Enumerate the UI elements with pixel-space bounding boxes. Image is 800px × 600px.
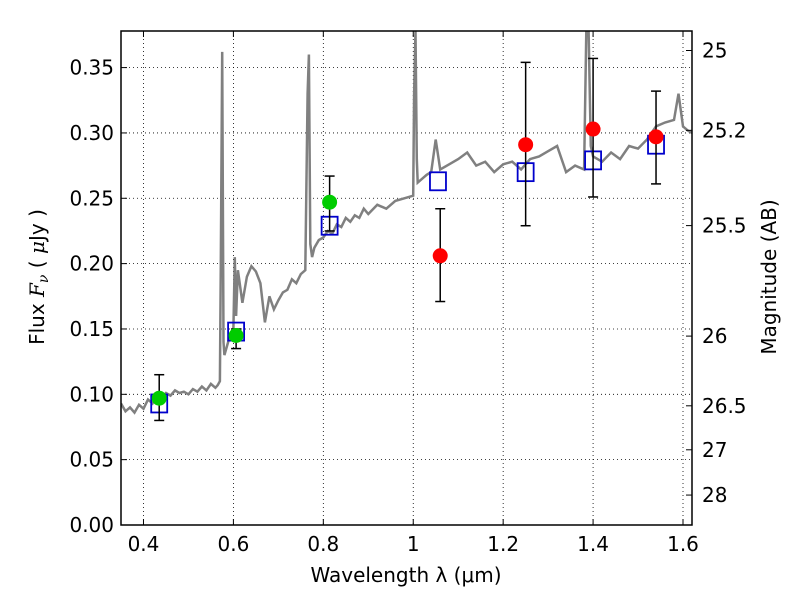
data-point-marker bbox=[518, 137, 534, 153]
x-tick-label: 1.6 bbox=[667, 532, 699, 556]
right-tick-label: 26 bbox=[702, 324, 727, 348]
y-tick-label: 0.10 bbox=[69, 382, 114, 406]
chart-series bbox=[121, 31, 692, 422]
right-axis-label: Magnitude (AB) bbox=[757, 199, 781, 354]
model-square-marker bbox=[429, 171, 447, 192]
y-tick-label: 0.15 bbox=[69, 317, 114, 341]
axis-ticks: 0.4 0.6 0.8 1 1.2 1.4 1.6 0.00 0.05 0.10 0.15 0.20 0… bbox=[69, 31, 747, 556]
right-tick-label: 26.5 bbox=[702, 394, 747, 418]
x-tick-label: 1.4 bbox=[577, 532, 609, 556]
data-point-marker bbox=[648, 129, 664, 145]
right-tick-label: 25.5 bbox=[702, 214, 747, 238]
data-point-marker bbox=[228, 328, 244, 344]
right-tick-label: 27 bbox=[702, 438, 727, 462]
x-tick-label: 0.8 bbox=[307, 532, 339, 556]
right-tick-label: 28 bbox=[702, 483, 727, 507]
x-tick-label: 0.4 bbox=[128, 532, 160, 556]
y-tick-label: 0.05 bbox=[69, 448, 114, 472]
data-point-marker bbox=[151, 390, 167, 406]
plot-frame bbox=[120, 30, 693, 526]
y-tick-label: 0.20 bbox=[69, 252, 114, 276]
y-tick-label: 0.25 bbox=[69, 186, 114, 210]
y-tick-label: 0.00 bbox=[69, 513, 114, 537]
data-point-marker bbox=[322, 194, 338, 210]
right-tick-label: 25 bbox=[702, 39, 727, 63]
data-point-marker bbox=[432, 248, 448, 264]
x-axis-label: Wavelength λ (μm) bbox=[310, 563, 501, 587]
x-tick-label: 1 bbox=[407, 532, 420, 556]
y-tick-label: 0.35 bbox=[69, 56, 114, 80]
y-axis-label: Flux Fν ( μJy ) bbox=[25, 209, 52, 345]
right-tick-label: 25.2 bbox=[702, 118, 747, 142]
grid-lines bbox=[121, 31, 692, 526]
x-tick-label: 1.2 bbox=[487, 532, 519, 556]
y-tick-label: 0.30 bbox=[69, 121, 114, 145]
spectrum-line bbox=[121, 31, 692, 415]
data-point-marker bbox=[585, 121, 601, 137]
x-tick-label: 0.6 bbox=[217, 532, 249, 556]
